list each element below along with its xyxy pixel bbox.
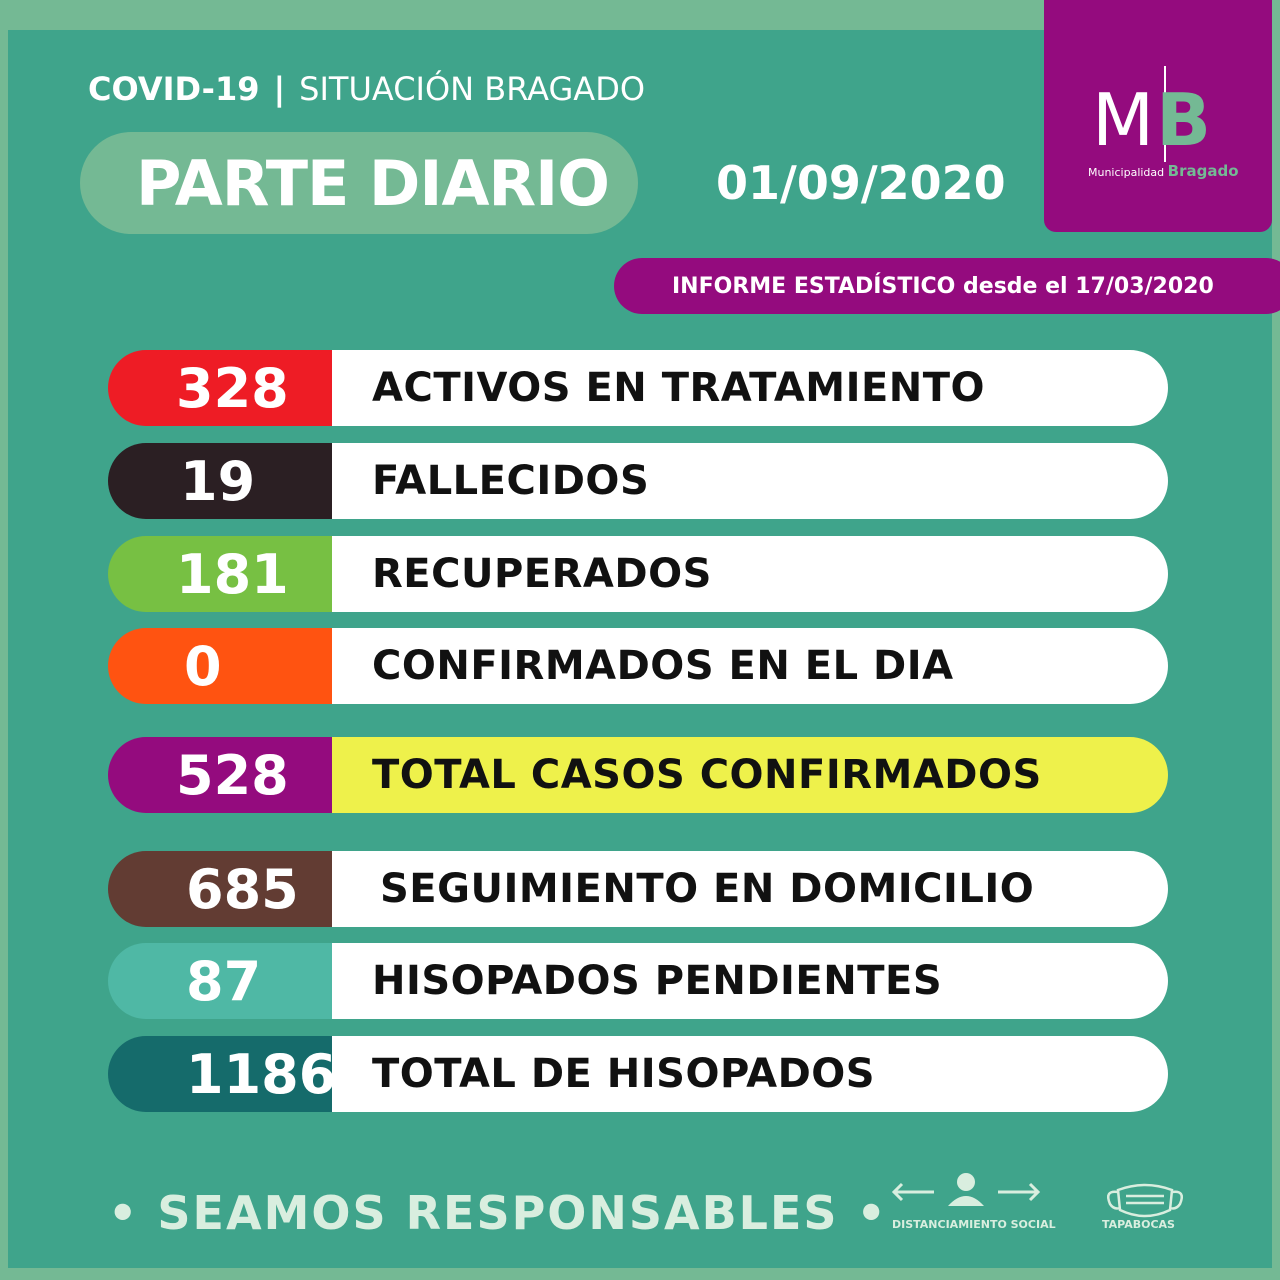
stat-value: 181	[108, 536, 368, 612]
stat-label: SEGUIMIENTO EN DOMICILIO	[332, 851, 1168, 927]
stat-row: 87 HISOPADOS PENDIENTES	[108, 943, 1168, 1019]
title-separator: |	[273, 70, 286, 108]
covid-label: COVID-19	[88, 70, 260, 108]
distanciamiento-caption: DISTANCIAMIENTO SOCIAL	[892, 1218, 1056, 1231]
tapabocas-caption: TAPABOCAS	[1102, 1218, 1175, 1231]
face-mask-icon	[1107, 1183, 1183, 1218]
header-title: COVID-19 | SITUACIÓN BRAGADO	[88, 70, 645, 108]
stat-label: TOTAL CASOS CONFIRMADOS	[332, 737, 1168, 813]
logo-subtitle: Municipalidad Bragado	[1088, 162, 1239, 180]
stat-value: 19	[108, 443, 368, 519]
parte-diario-title: PARTE DIARIO	[136, 146, 610, 220]
stat-value: 328	[108, 350, 368, 426]
logo-m: M	[1092, 78, 1157, 162]
stat-row: 0 CONFIRMADOS EN EL DIA	[108, 628, 1168, 704]
stat-value: 528	[108, 737, 368, 813]
situacion-label: SITUACIÓN BRAGADO	[299, 70, 646, 108]
stat-row: 1186 TOTAL DE HISOPADOS	[108, 1036, 1168, 1112]
stat-row: 181 RECUPERADOS	[108, 536, 1168, 612]
border-left	[0, 0, 8, 1280]
stat-row: 328 ACTIVOS EN TRATAMIENTO	[108, 350, 1168, 426]
logo-bragado: Bragado	[1167, 162, 1239, 180]
stat-label: TOTAL DE HISOPADOS	[332, 1036, 1168, 1112]
informe-banner: INFORME ESTADÍSTICO desde el 17/03/2020	[614, 258, 1280, 314]
logo-municipalidad: Municipalidad	[1088, 166, 1165, 179]
logo-b: B	[1156, 78, 1214, 162]
stat-row: 19 FALLECIDOS	[108, 443, 1168, 519]
stat-label: CONFIRMADOS EN EL DIA	[332, 628, 1168, 704]
stat-label: RECUPERADOS	[332, 536, 1168, 612]
stat-row: 685 SEGUIMIENTO EN DOMICILIO	[108, 851, 1168, 927]
border-right	[1272, 0, 1280, 1280]
stat-label: HISOPADOS PENDIENTES	[332, 943, 1168, 1019]
parte-diario-pill: PARTE DIARIO	[80, 132, 638, 234]
stat-value: 87	[108, 943, 368, 1019]
stat-row: 528 TOTAL CASOS CONFIRMADOS	[108, 737, 1168, 813]
informe-text: INFORME ESTADÍSTICO desde el 17/03/2020	[672, 273, 1214, 299]
stat-label: FALLECIDOS	[332, 443, 1168, 519]
stat-value: 685	[108, 851, 368, 927]
stat-value: 0	[108, 628, 368, 704]
logo-arrow-icon	[1164, 66, 1166, 162]
stat-label: ACTIVOS EN TRATAMIENTO	[332, 350, 1168, 426]
social-distance-icon	[891, 1173, 1041, 1206]
stat-value: 1186	[108, 1036, 368, 1112]
municipal-logo: MB Municipalidad Bragado	[1044, 0, 1272, 232]
border-bottom	[0, 1268, 1280, 1280]
report-date: 01/09/2020	[716, 156, 1006, 210]
logo-monogram: MB	[1092, 78, 1213, 162]
footer-slogan: • SEAMOS RESPONSABLES •	[108, 1186, 888, 1240]
